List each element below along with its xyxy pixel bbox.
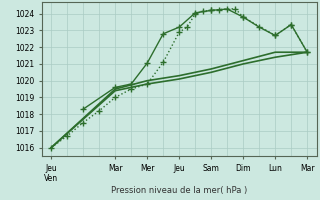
X-axis label: Pression niveau de la mer( hPa ): Pression niveau de la mer( hPa ) — [111, 186, 247, 195]
